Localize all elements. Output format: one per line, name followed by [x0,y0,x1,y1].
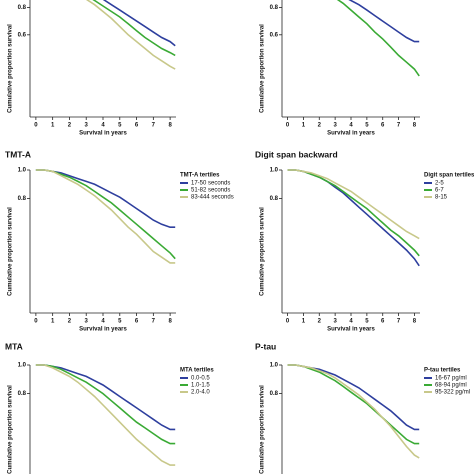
legend-title: MTA tertiles [180,368,214,374]
y-tick-label: 0.6 [18,32,27,38]
y-tick-label: 0.8 [18,5,27,11]
y-tick-label: 0.8 [18,196,27,202]
x-tick-label: 4 [349,319,353,325]
x-tick-label: 7 [152,123,156,129]
x-tick-label: 8 [168,319,172,325]
chart-title: MTA [5,341,23,351]
legend-label: 17-50 seconds [191,181,230,187]
survival-curve [287,364,420,445]
survival-curve [348,0,420,43]
survival-curve [35,169,176,260]
y-axis-label: Cumulative proportion survival [8,207,14,296]
x-tick-label: 6 [381,319,385,325]
x-tick-label: 5 [365,319,369,325]
x-tick-label: 8 [413,319,417,325]
survival-curve [85,0,176,70]
survival-curve [92,0,176,57]
survival-curve [35,364,176,466]
chart-title: TMT-A [5,149,31,159]
y-tick-label: 1.0 [270,363,279,369]
survival-curve [287,169,420,240]
survival-curve [102,0,176,47]
x-axis-label: Survival in years [327,131,375,137]
chart-title: Digit span backward [255,149,338,159]
survival-curve [287,169,420,267]
x-tick-label: 4 [101,123,105,129]
x-tick-label: 8 [168,123,172,129]
x-tick-label: 5 [365,123,369,129]
survival-curve [35,169,176,228]
x-tick-label: 3 [85,319,89,325]
x-tick-label: 6 [381,123,385,129]
legend-label: 6-7 [435,188,444,194]
y-tick-label: 0.8 [270,5,279,11]
y-tick-label: 0.8 [270,391,279,397]
x-tick-label: 4 [349,123,353,129]
legend-label: 83-444 seconds [191,195,234,201]
x-tick-label: 2 [68,319,72,325]
survival-curve [287,169,420,257]
y-axis-label: Cumulative proportion survival [260,385,266,474]
x-tick-label: 1 [51,319,55,325]
survival-curve [287,364,420,431]
y-tick-label: 0.8 [270,196,279,202]
x-tick-label: 5 [118,123,122,129]
survival-curve [287,364,420,459]
x-tick-label: 6 [135,319,139,325]
survival-curve [336,0,420,77]
x-tick-label: 2 [68,123,72,129]
legend-label: 16-67 pg/ml [435,376,467,382]
x-tick-label: 3 [333,319,337,325]
x-tick-label: 1 [302,319,306,325]
legend-label: 2-5 [435,181,444,187]
x-tick-label: 7 [397,319,401,325]
x-tick-label: 7 [397,123,401,129]
x-tick-label: 3 [333,123,337,129]
survival-curve [35,169,176,264]
legend-label: 8-15 [435,195,448,201]
survival-curve [35,364,176,431]
y-tick-label: 1.0 [270,168,279,174]
legend-title: TMT-A tertiles [180,173,220,179]
survival-curve [35,364,176,445]
x-tick-label: 0 [286,123,290,129]
x-tick-label: 0 [34,319,38,325]
y-axis-label: Cumulative proportion survival [8,24,14,113]
legend-label: 68-94 pg/ml [435,383,467,389]
x-tick-label: 0 [286,319,290,325]
y-tick-label: 0.6 [270,32,279,38]
x-tick-label: 1 [51,123,55,129]
y-tick-label: 1.0 [18,363,27,369]
legend-label: 95-322 pg/ml [435,390,470,396]
x-tick-label: 4 [101,319,105,325]
x-axis-label: Survival in years [327,327,375,333]
y-axis-label: Cumulative proportion survival [260,24,266,113]
legend-label: 1.0-1.5 [191,383,210,389]
legend-label: 0.0-0.5 [191,376,210,382]
x-tick-label: 8 [413,123,417,129]
x-tick-label: 2 [318,319,322,325]
legend-label: 2.0-4.0 [191,390,210,396]
x-axis-label: Survival in years [79,131,127,137]
chart-title: P-tau [255,341,276,351]
x-axis-label: Survival in years [79,327,127,333]
legend-title: P-tau tertiles [424,368,461,374]
legend-title: Digit span tertiles [424,173,474,179]
x-tick-label: 3 [85,123,89,129]
y-tick-label: 1.0 [18,168,27,174]
y-axis-label: Cumulative proportion survival [260,207,266,296]
x-tick-label: 2 [318,123,322,129]
x-tick-label: 6 [135,123,139,129]
y-tick-label: 0.8 [18,391,27,397]
x-tick-label: 7 [152,319,156,325]
legend-label: 51-82 seconds [191,188,230,194]
y-axis-label: Cumulative proportion survival [8,385,14,474]
x-tick-label: 1 [302,123,306,129]
x-tick-label: 5 [118,319,122,325]
x-tick-label: 0 [34,123,38,129]
